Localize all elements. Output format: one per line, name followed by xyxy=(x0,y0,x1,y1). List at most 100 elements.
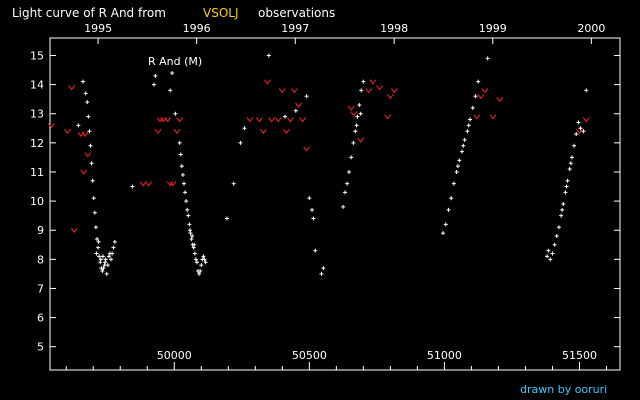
fainter-than-marker xyxy=(303,146,311,152)
observation-point xyxy=(473,94,478,99)
fainter-than-marker xyxy=(145,181,153,187)
chart-title-part-1: Light curve of R And from xyxy=(12,6,166,20)
x-tick-label: 51000 xyxy=(427,349,462,362)
fainter-than-marker xyxy=(274,117,282,123)
fainter-than-marker xyxy=(169,181,177,187)
observation-point xyxy=(446,207,451,212)
fainter-than-marker xyxy=(246,117,254,123)
fainter-than-marker xyxy=(70,227,78,234)
observation-point xyxy=(101,266,106,271)
observation-point xyxy=(96,245,101,250)
observation-point xyxy=(88,143,93,148)
observation-point xyxy=(345,181,350,186)
observation-point xyxy=(224,216,229,221)
observation-point xyxy=(548,257,553,262)
observation-point xyxy=(349,155,354,160)
y-tick-label: 8 xyxy=(37,253,44,266)
fainter-than-marker xyxy=(268,117,275,123)
fainter-than-marker xyxy=(156,117,164,123)
fainter-than-marker xyxy=(139,181,147,187)
observation-point xyxy=(468,117,473,122)
fainter-than-marker xyxy=(282,128,290,135)
observation-point xyxy=(92,210,97,215)
y-tick-label: 15 xyxy=(30,49,44,62)
observation-point xyxy=(476,79,481,84)
observation-point xyxy=(283,114,288,119)
fainter-than-marker xyxy=(176,117,184,123)
observation-point xyxy=(556,225,561,230)
observation-point xyxy=(103,260,108,265)
fainter-than-marker xyxy=(369,79,377,85)
observation-point xyxy=(564,184,569,189)
observation-point xyxy=(454,169,459,174)
observation-point xyxy=(188,231,193,236)
observation-point xyxy=(576,120,581,125)
observation-point xyxy=(177,140,182,145)
observation-point xyxy=(173,111,178,116)
year-tick-label: 1999 xyxy=(479,22,507,35)
fainter-than-marker xyxy=(477,93,485,100)
observation-point xyxy=(561,202,566,206)
observation-point xyxy=(307,196,312,201)
y-tick-label: 9 xyxy=(37,224,44,237)
observation-point xyxy=(192,242,197,247)
observation-point xyxy=(342,190,347,195)
observation-point xyxy=(578,126,583,131)
observation-point xyxy=(83,91,88,96)
observation-point xyxy=(104,271,109,276)
observation-point xyxy=(98,257,103,262)
observation-point xyxy=(311,216,316,221)
observation-point xyxy=(95,236,100,241)
observation-point xyxy=(550,251,555,256)
observation-point xyxy=(203,260,208,265)
observation-point xyxy=(293,108,298,113)
observation-point xyxy=(193,257,198,262)
observation-point xyxy=(355,114,360,119)
observation-point xyxy=(584,88,589,93)
observation-point xyxy=(459,149,464,154)
observation-point xyxy=(560,207,565,212)
observation-point xyxy=(565,178,570,183)
fainter-than-marker xyxy=(481,88,489,94)
observation-point xyxy=(441,231,446,236)
observation-point xyxy=(568,161,573,166)
observation-point xyxy=(168,88,173,93)
y-tick-label: 7 xyxy=(37,282,44,295)
observation-point xyxy=(353,129,358,134)
observation-point xyxy=(96,239,101,244)
observation-point xyxy=(93,225,98,230)
observation-point xyxy=(85,100,90,105)
year-tick-label: 1998 xyxy=(380,22,408,35)
observation-point xyxy=(443,222,448,227)
observation-point xyxy=(559,213,564,218)
observation-point xyxy=(153,73,158,78)
observation-point xyxy=(552,242,557,247)
fainter-than-marker xyxy=(582,117,590,123)
fainter-than-marker xyxy=(299,117,306,123)
x-tick-label: 51500 xyxy=(562,349,597,362)
observation-point xyxy=(152,82,157,87)
observation-point xyxy=(197,271,202,276)
fainter-than-marker xyxy=(260,128,267,135)
observation-point xyxy=(554,234,559,239)
observation-point xyxy=(190,234,195,239)
observation-point xyxy=(183,190,188,195)
observation-point xyxy=(304,94,309,99)
observation-point xyxy=(110,251,115,256)
y-tick-label: 11 xyxy=(30,166,44,179)
observation-point xyxy=(202,257,207,262)
fainter-than-marker xyxy=(295,102,302,108)
observation-point xyxy=(130,184,135,189)
observation-point xyxy=(359,88,364,93)
observation-point xyxy=(242,126,247,131)
observation-point xyxy=(319,271,324,276)
observation-point xyxy=(231,181,236,186)
fainter-than-marker xyxy=(384,114,392,120)
fainter-than-marker xyxy=(386,93,394,100)
observation-point xyxy=(192,251,197,256)
observation-point xyxy=(111,245,116,250)
credit-label: drawn by ooruri xyxy=(520,383,607,396)
year-tick-label: 1997 xyxy=(281,22,309,35)
observation-point xyxy=(199,263,204,268)
